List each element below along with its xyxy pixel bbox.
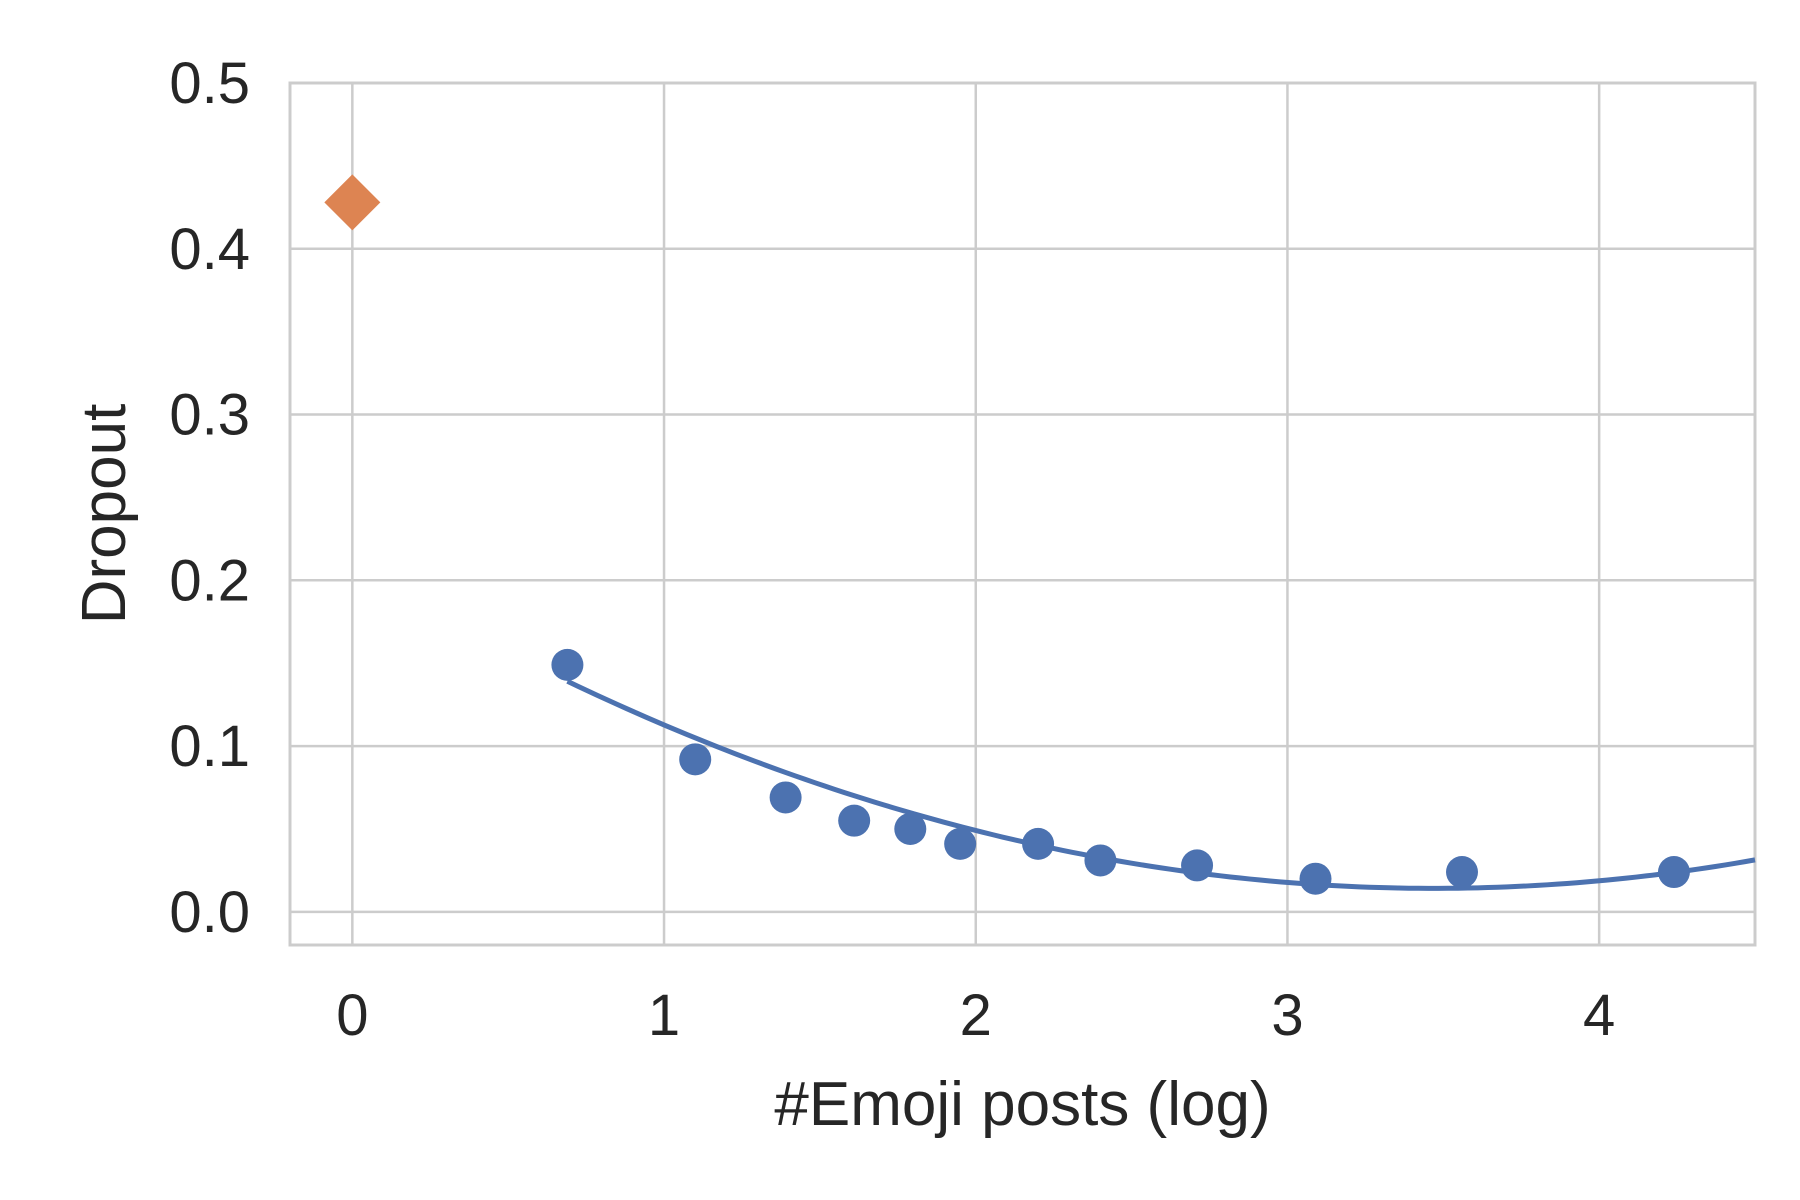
y-axis-label: Dropout [70,404,139,625]
data-point [1657,856,1690,889]
data-point [838,804,871,837]
y-tick-label: 0.5 [169,51,250,116]
x-tick-label: 2 [960,983,992,1048]
data-point [1446,856,1478,889]
data-point [894,812,927,845]
x-tick-label: 4 [1583,983,1615,1048]
tick-labels: 0 1 2 3 4 0.0 0.1 0.2 0.3 0.4 0.5 [169,51,1615,1048]
y-tick-label: 0.4 [169,217,250,282]
y-tick-label: 0.3 [169,383,250,448]
y-tick-label: 0.2 [169,548,250,613]
data-point [1022,827,1055,860]
data-point [1181,849,1214,882]
data-point [944,827,977,860]
y-tick-label: 0.1 [169,714,250,779]
data-point [769,781,802,814]
data-point [1299,862,1332,895]
data-point [551,648,584,681]
plot-frame [288,81,1757,947]
x-tick-label: 1 [648,983,680,1048]
data-point [679,743,712,776]
x-tick-label: 3 [1271,983,1303,1048]
x-tick-label: 0 [336,983,368,1048]
data-point [1084,844,1117,877]
y-tick-label: 0.0 [169,880,250,945]
grid [290,81,1755,945]
data-point-diamond [324,174,381,231]
x-axis-label: #Emoji posts (log) [774,1070,1270,1139]
fit-curve [566,679,1756,891]
marks [324,174,1756,895]
